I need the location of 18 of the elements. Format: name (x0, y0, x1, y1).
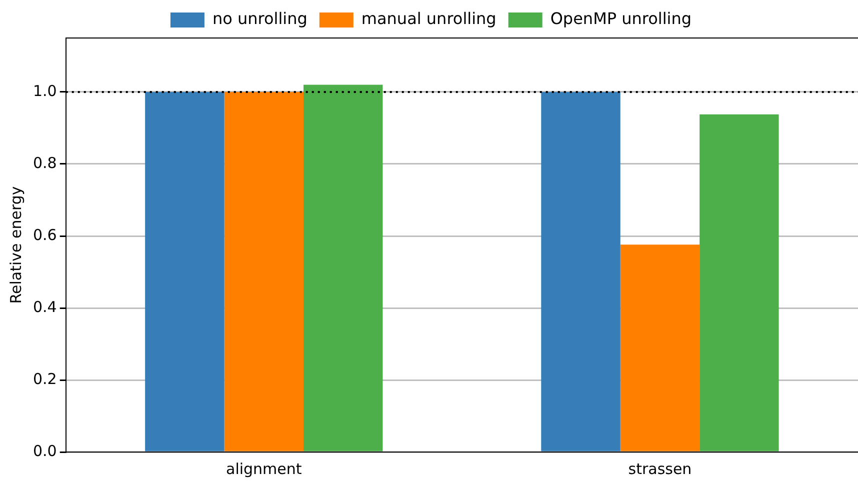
y-tick-label: 0.8 (32, 154, 57, 172)
legend-label: no unrolling (212, 9, 308, 28)
y-tick-label: 0.4 (32, 298, 57, 316)
legend-label: manual unrolling (361, 9, 496, 28)
bar (145, 92, 224, 452)
y-axis-title: Relative energy (6, 186, 25, 304)
bar (700, 114, 779, 452)
bar (304, 84, 383, 452)
x-tick-label: strassen (628, 460, 692, 478)
bar (541, 92, 620, 452)
y-tick-label: 0.6 (32, 226, 57, 244)
y-tick-label: 0.2 (32, 370, 57, 388)
y-tick-label: 0.0 (32, 442, 57, 460)
bar (224, 92, 304, 452)
bar (620, 244, 700, 452)
legend-label: OpenMP unrolling (550, 9, 692, 28)
x-tick-label: alignment (226, 460, 302, 478)
y-tick-label: 1.0 (32, 82, 57, 100)
